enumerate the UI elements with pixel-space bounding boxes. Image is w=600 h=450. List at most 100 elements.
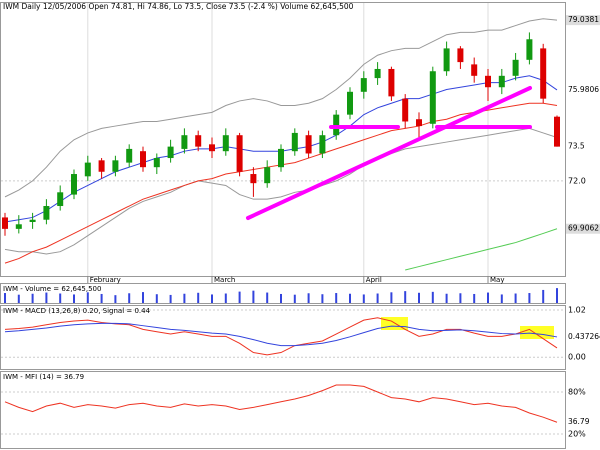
volume-bar	[418, 292, 420, 303]
value-tag: 36.79	[568, 417, 590, 426]
volume-bar	[100, 293, 103, 303]
value-tag-box	[566, 223, 600, 234]
volume-bar	[487, 292, 489, 303]
candle-body	[153, 158, 160, 168]
x-tick-label: March	[214, 276, 235, 284]
volume-bar	[376, 293, 379, 303]
candle-body	[181, 135, 188, 149]
volume-bar	[335, 293, 338, 303]
value-tag-box	[566, 331, 600, 342]
candle-body	[319, 135, 326, 154]
candle-body	[498, 75, 505, 88]
candle-body	[278, 148, 284, 168]
trend-line	[246, 86, 532, 220]
candle-body	[57, 192, 64, 207]
candle-body	[526, 39, 533, 60]
value-tag-box	[566, 417, 600, 428]
volume-bar	[349, 293, 351, 303]
candle-body	[402, 98, 409, 122]
volume-bar	[293, 294, 296, 303]
candle-body	[250, 174, 257, 184]
candle-body	[43, 206, 50, 220]
volume-bar	[224, 293, 227, 303]
volume-bar	[59, 293, 62, 303]
volume-bar	[211, 294, 213, 303]
volume-bar	[404, 291, 407, 303]
candle-body	[84, 162, 91, 177]
volume-bar	[390, 292, 393, 303]
volume-bar	[307, 293, 310, 303]
volume-bar	[514, 293, 517, 303]
volume-bar	[459, 293, 462, 303]
candle-body	[264, 167, 271, 184]
candle-body	[29, 219, 36, 223]
candle-body	[167, 146, 174, 159]
volume-panel-frame	[0, 283, 566, 304]
candle-body	[416, 119, 422, 127]
volume-bar	[169, 294, 172, 303]
volume-bar	[266, 292, 269, 303]
value-tag: 79.0381	[568, 15, 599, 24]
price-panel-frame	[0, 2, 566, 277]
highlight-box	[520, 326, 554, 339]
volume-bar	[86, 292, 89, 303]
mfi-panel-frame	[0, 371, 566, 449]
panel-title: IWM - Volume = 62,645,500	[3, 285, 101, 293]
y-tick-label: 80%	[568, 387, 586, 396]
volume-bar	[542, 289, 545, 303]
volume-bar	[45, 292, 48, 303]
candle-body	[388, 68, 395, 97]
volume-bar	[445, 293, 448, 303]
value-tag-box	[566, 15, 600, 26]
volume-bar	[280, 293, 282, 303]
candle-body	[195, 135, 202, 147]
volume-bar	[556, 288, 558, 303]
volume-bar	[431, 291, 434, 303]
volume-bar	[155, 294, 158, 303]
candle-body	[209, 144, 215, 152]
volume-bar	[142, 292, 144, 303]
volume-bar	[362, 294, 365, 303]
candle-body	[471, 64, 478, 76]
macd-panel-frame	[0, 305, 566, 370]
volume-bar	[31, 293, 34, 303]
series-line	[4, 322, 558, 347]
candle-body	[374, 68, 381, 79]
value-tag-box	[566, 141, 600, 152]
x-tick-label: April	[366, 276, 382, 284]
y-tick-label: 20%	[568, 429, 586, 438]
value-tag-box	[566, 84, 600, 95]
value-tag: 69.9062	[568, 224, 599, 233]
candle-body	[540, 48, 547, 99]
volume-bar	[73, 294, 75, 303]
candle-body	[140, 151, 146, 168]
candle-body	[457, 48, 464, 63]
volume-bar	[473, 293, 476, 303]
value-tag: 0.437264	[568, 332, 600, 341]
volume-bar	[128, 293, 131, 303]
candle-body	[347, 91, 353, 115]
chart-title: IWM Daily 12/05/2006 Open 74.81, Hi 74.8…	[3, 2, 354, 11]
y-tick-label: 72.0	[568, 176, 586, 185]
series-line	[4, 384, 558, 423]
y-tick-label: 1.02	[568, 305, 586, 314]
candle-body	[485, 75, 491, 88]
volume-bar	[4, 293, 6, 303]
candle-body	[429, 71, 436, 124]
series-line	[4, 127, 558, 255]
candle-body	[236, 135, 243, 172]
series-line	[4, 18, 558, 198]
candle-body	[71, 174, 77, 195]
candle-body	[443, 48, 450, 72]
candle-body	[333, 114, 340, 136]
candle-body	[512, 59, 519, 76]
volume-bar	[321, 294, 324, 303]
panel-title: IWM - MFI (14) = 36.79	[3, 373, 84, 381]
candle-body	[360, 78, 367, 92]
volume-bar	[183, 293, 186, 303]
volume-bar	[528, 293, 531, 303]
volume-bar	[17, 294, 20, 303]
candle-body	[98, 160, 105, 172]
